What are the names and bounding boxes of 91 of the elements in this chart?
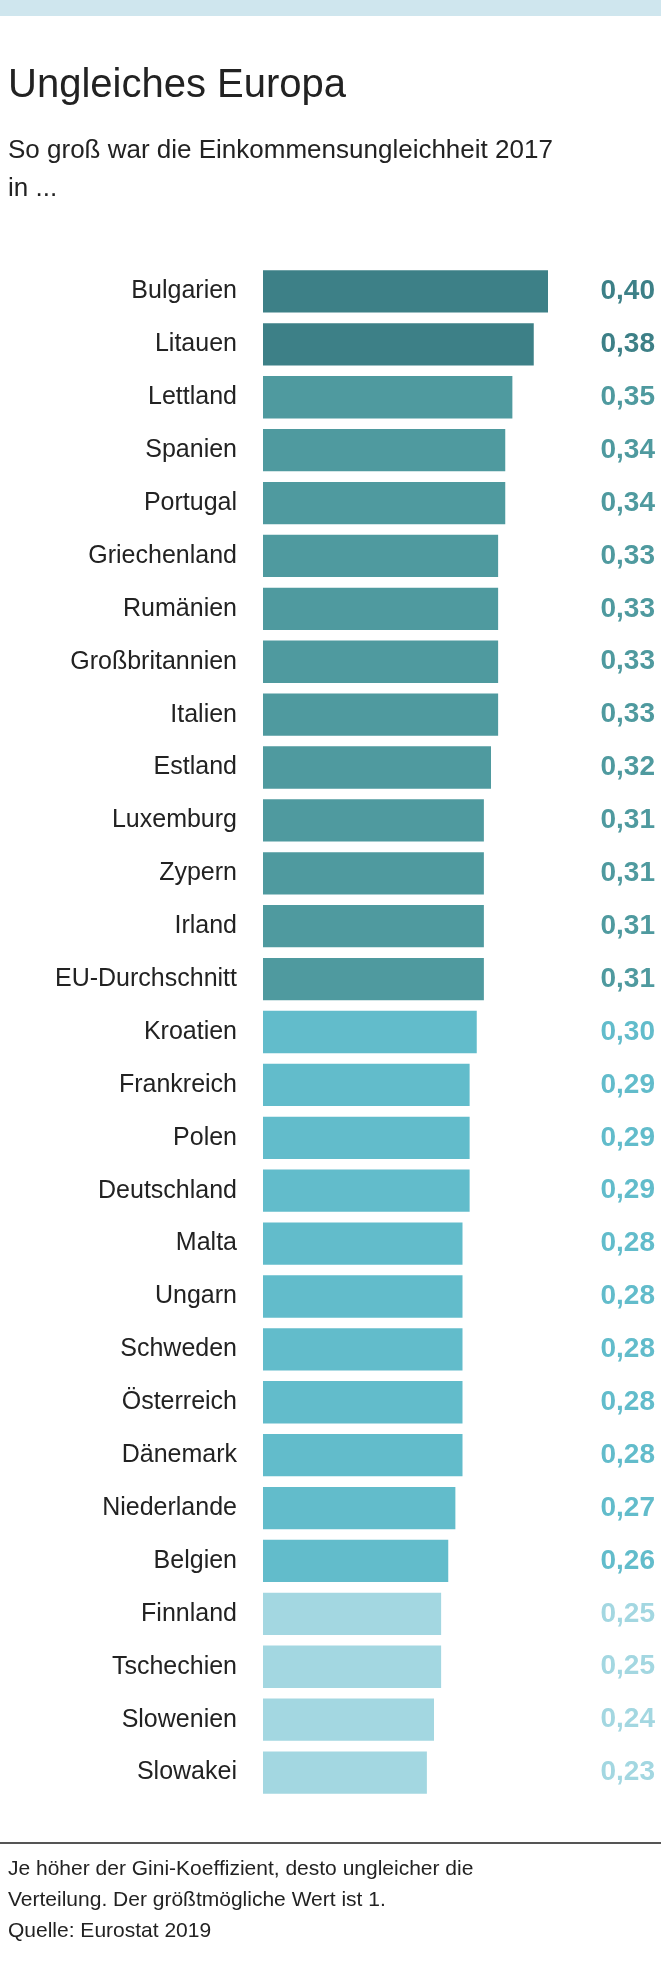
data-label: 0,32 <box>600 750 655 782</box>
y-tick-label: Portugal <box>143 486 237 515</box>
y-tick-label: Griechenland <box>88 539 237 568</box>
data-label: 0,28 <box>600 1437 655 1469</box>
y-tick-label: Polen <box>173 1121 237 1150</box>
text: Je höher der Gini-Koeffizient, desto ungleicher die Verteilung. Der größtmögliche Wert ist 1. <box>8 1855 475 1912</box>
data-label: 0,31 <box>600 856 655 888</box>
y-tick-label: Lettland <box>148 381 237 410</box>
bar <box>263 534 499 578</box>
data-label: 0,40 <box>600 274 655 306</box>
data-label: 0,30 <box>600 1014 655 1046</box>
bar <box>263 1751 427 1794</box>
bar <box>263 1116 470 1159</box>
data-label: 0,34 <box>600 432 656 464</box>
data-label: 0,29 <box>600 1067 655 1099</box>
data-label: 0,23 <box>600 1755 655 1787</box>
y-tick-label: Rumänien <box>123 592 237 621</box>
bar <box>263 1169 470 1212</box>
data-label: 0,25 <box>600 1596 655 1628</box>
bar <box>263 693 499 736</box>
y-tick-label: Slowakei <box>136 1756 237 1785</box>
data-label: 0,31 <box>600 908 655 940</box>
y-tick-label: Irland <box>174 910 237 939</box>
data-label: 0,25 <box>600 1649 655 1681</box>
bar <box>263 1328 463 1371</box>
y-tick-label: Estland <box>153 751 237 780</box>
bar <box>263 1539 449 1583</box>
bar <box>263 481 506 525</box>
bar <box>263 1698 434 1741</box>
bar <box>263 1434 463 1477</box>
data-label: 0,29 <box>600 1173 655 1205</box>
y-tick-label: Bulgarien <box>131 275 237 304</box>
bar <box>263 640 499 683</box>
bar <box>263 376 513 419</box>
y-tick-label: Großbritannien <box>70 645 237 674</box>
y-tick-label: Schweden <box>120 1333 237 1362</box>
y-tick-label: Malta <box>175 1227 238 1256</box>
data-label: 0,28 <box>600 1332 655 1364</box>
y-tick-label: Finnland <box>141 1597 237 1626</box>
bar <box>263 905 484 948</box>
y-tick-label: Zypern <box>159 857 237 886</box>
y-tick-label: EU-Durchschnitt <box>55 962 238 991</box>
bar <box>263 1275 463 1318</box>
data-label: 0,33 <box>600 697 655 729</box>
y-tick-label: Slowenien <box>121 1703 237 1732</box>
source-note: Quelle: Eurostat 2019 <box>8 1917 213 1943</box>
chart-subtitle: So groß war die Einkommensungleichheit 2017 in ... <box>8 133 554 204</box>
data-label: 0,27 <box>600 1490 655 1522</box>
bar <box>263 1222 463 1265</box>
y-tick-label: Ungarn <box>155 1280 237 1309</box>
chart-title: Ungleiches Europa <box>8 60 346 106</box>
data-label: 0,31 <box>600 961 655 993</box>
bar <box>263 270 548 313</box>
data-label: 0,35 <box>600 379 655 411</box>
y-tick-label: Deutschland <box>98 1174 237 1203</box>
data-label: 0,33 <box>600 591 655 623</box>
bar <box>263 852 484 895</box>
y-tick-label: Luxemburg <box>111 804 237 833</box>
y-tick-label: Belgien <box>153 1544 237 1573</box>
bar <box>263 1063 470 1107</box>
bar <box>263 957 484 1001</box>
y-tick-label: Frankreich <box>118 1068 237 1097</box>
bar <box>263 1645 442 1688</box>
bar <box>263 587 499 630</box>
bar <box>263 323 534 366</box>
data-label: 0,34 <box>600 485 656 517</box>
data-label: 0,29 <box>600 1120 655 1152</box>
y-tick-label: Spanien <box>145 434 237 463</box>
data-label: 0,26 <box>600 1543 655 1575</box>
y-tick-label: Dänemark <box>121 1439 238 1468</box>
data-label: 0,28 <box>600 1279 655 1311</box>
y-tick-label: Österreich <box>121 1386 237 1415</box>
bar <box>263 1381 463 1424</box>
data-label: 0,28 <box>600 1226 655 1258</box>
bar <box>263 799 484 842</box>
data-label: 0,28 <box>600 1384 655 1416</box>
data-label: 0,24 <box>600 1702 656 1734</box>
y-tick-label: Litauen <box>154 328 237 357</box>
bar <box>263 428 506 472</box>
y-tick-label: Kroatien <box>143 1015 237 1044</box>
data-label: 0,33 <box>600 538 655 570</box>
y-tick-label: Italien <box>170 698 237 727</box>
bar <box>263 1592 442 1636</box>
data-label: 0,31 <box>600 803 655 835</box>
bar <box>263 746 491 789</box>
y-tick-label: Niederlande <box>102 1491 237 1520</box>
bar <box>263 1486 456 1530</box>
data-label: 0,38 <box>600 327 655 359</box>
data-label: 0,33 <box>600 644 655 676</box>
y-tick-label: Tschechien <box>111 1650 237 1679</box>
bar <box>263 1010 477 1054</box>
